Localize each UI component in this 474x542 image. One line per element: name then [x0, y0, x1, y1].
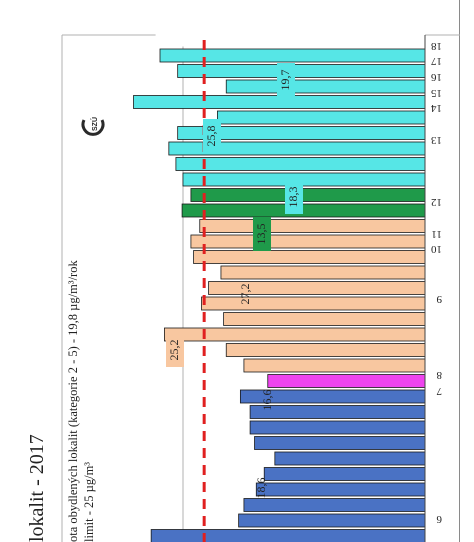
- category-tick-label: 18: [431, 40, 443, 52]
- bar: [225, 343, 426, 357]
- bar: [159, 48, 426, 63]
- bar: [175, 157, 426, 171]
- bar: [157, 18, 425, 31]
- bar: [249, 420, 426, 435]
- category-tick-label: 14: [431, 102, 443, 114]
- category-tick-label: 9: [436, 293, 442, 305]
- chart-frame: [459, 0, 460, 542]
- category-tick-label: 15: [431, 87, 443, 99]
- szu-logo-icon: SZÚ: [81, 117, 105, 136]
- category-tick-label: 17: [431, 55, 443, 67]
- category-tick-label: 13: [431, 134, 443, 146]
- category-tick-label: 11: [431, 228, 442, 240]
- category-tick-label: 8: [436, 369, 442, 381]
- bar: [193, 250, 426, 264]
- annotation-box: [166, 333, 184, 367]
- logo-text: SZÚ: [90, 117, 99, 131]
- annotation-label: 19,7: [278, 70, 292, 91]
- bar: [190, 188, 426, 202]
- bar: [199, 219, 426, 233]
- bar: [243, 358, 426, 373]
- bar: [249, 405, 426, 419]
- bar: [274, 451, 426, 466]
- annotation-box: [203, 119, 221, 153]
- bar: [177, 64, 426, 78]
- bar: [225, 79, 426, 94]
- bar: [190, 234, 426, 249]
- annotation-label: 18,3: [286, 187, 300, 208]
- bar: [217, 110, 426, 125]
- bar: [254, 436, 426, 450]
- bar: [155, 33, 426, 47]
- annotation-label: 13,5: [254, 224, 268, 245]
- bar: [182, 172, 426, 187]
- annotation-label: 25,8: [204, 126, 218, 147]
- bar: [255, 482, 426, 497]
- bar: [220, 265, 426, 280]
- category-tick-label: 10: [431, 243, 443, 255]
- bar: [223, 312, 426, 326]
- category-tick-label: 7: [436, 385, 442, 397]
- category-tick-label: 12: [431, 196, 442, 208]
- annotation-label: 16,6: [260, 390, 274, 411]
- bar: [243, 498, 426, 512]
- annotation-box: [277, 63, 295, 97]
- annotation-label: 18,6: [254, 478, 268, 499]
- category-tick-label: 6: [436, 513, 442, 525]
- bar: [150, 529, 426, 542]
- bar: [181, 203, 426, 218]
- annotation-box: [253, 217, 271, 251]
- bar: [238, 513, 426, 528]
- bar: [201, 296, 426, 311]
- annotation-label: 25,2: [167, 340, 181, 361]
- bar: [133, 95, 426, 109]
- bar: [263, 467, 426, 481]
- annotation-box: [285, 180, 303, 214]
- bar: [267, 374, 426, 388]
- bar: [157, 2, 425, 16]
- annotation-label: 27,2: [238, 284, 252, 305]
- category-tick-label: 16: [431, 71, 443, 83]
